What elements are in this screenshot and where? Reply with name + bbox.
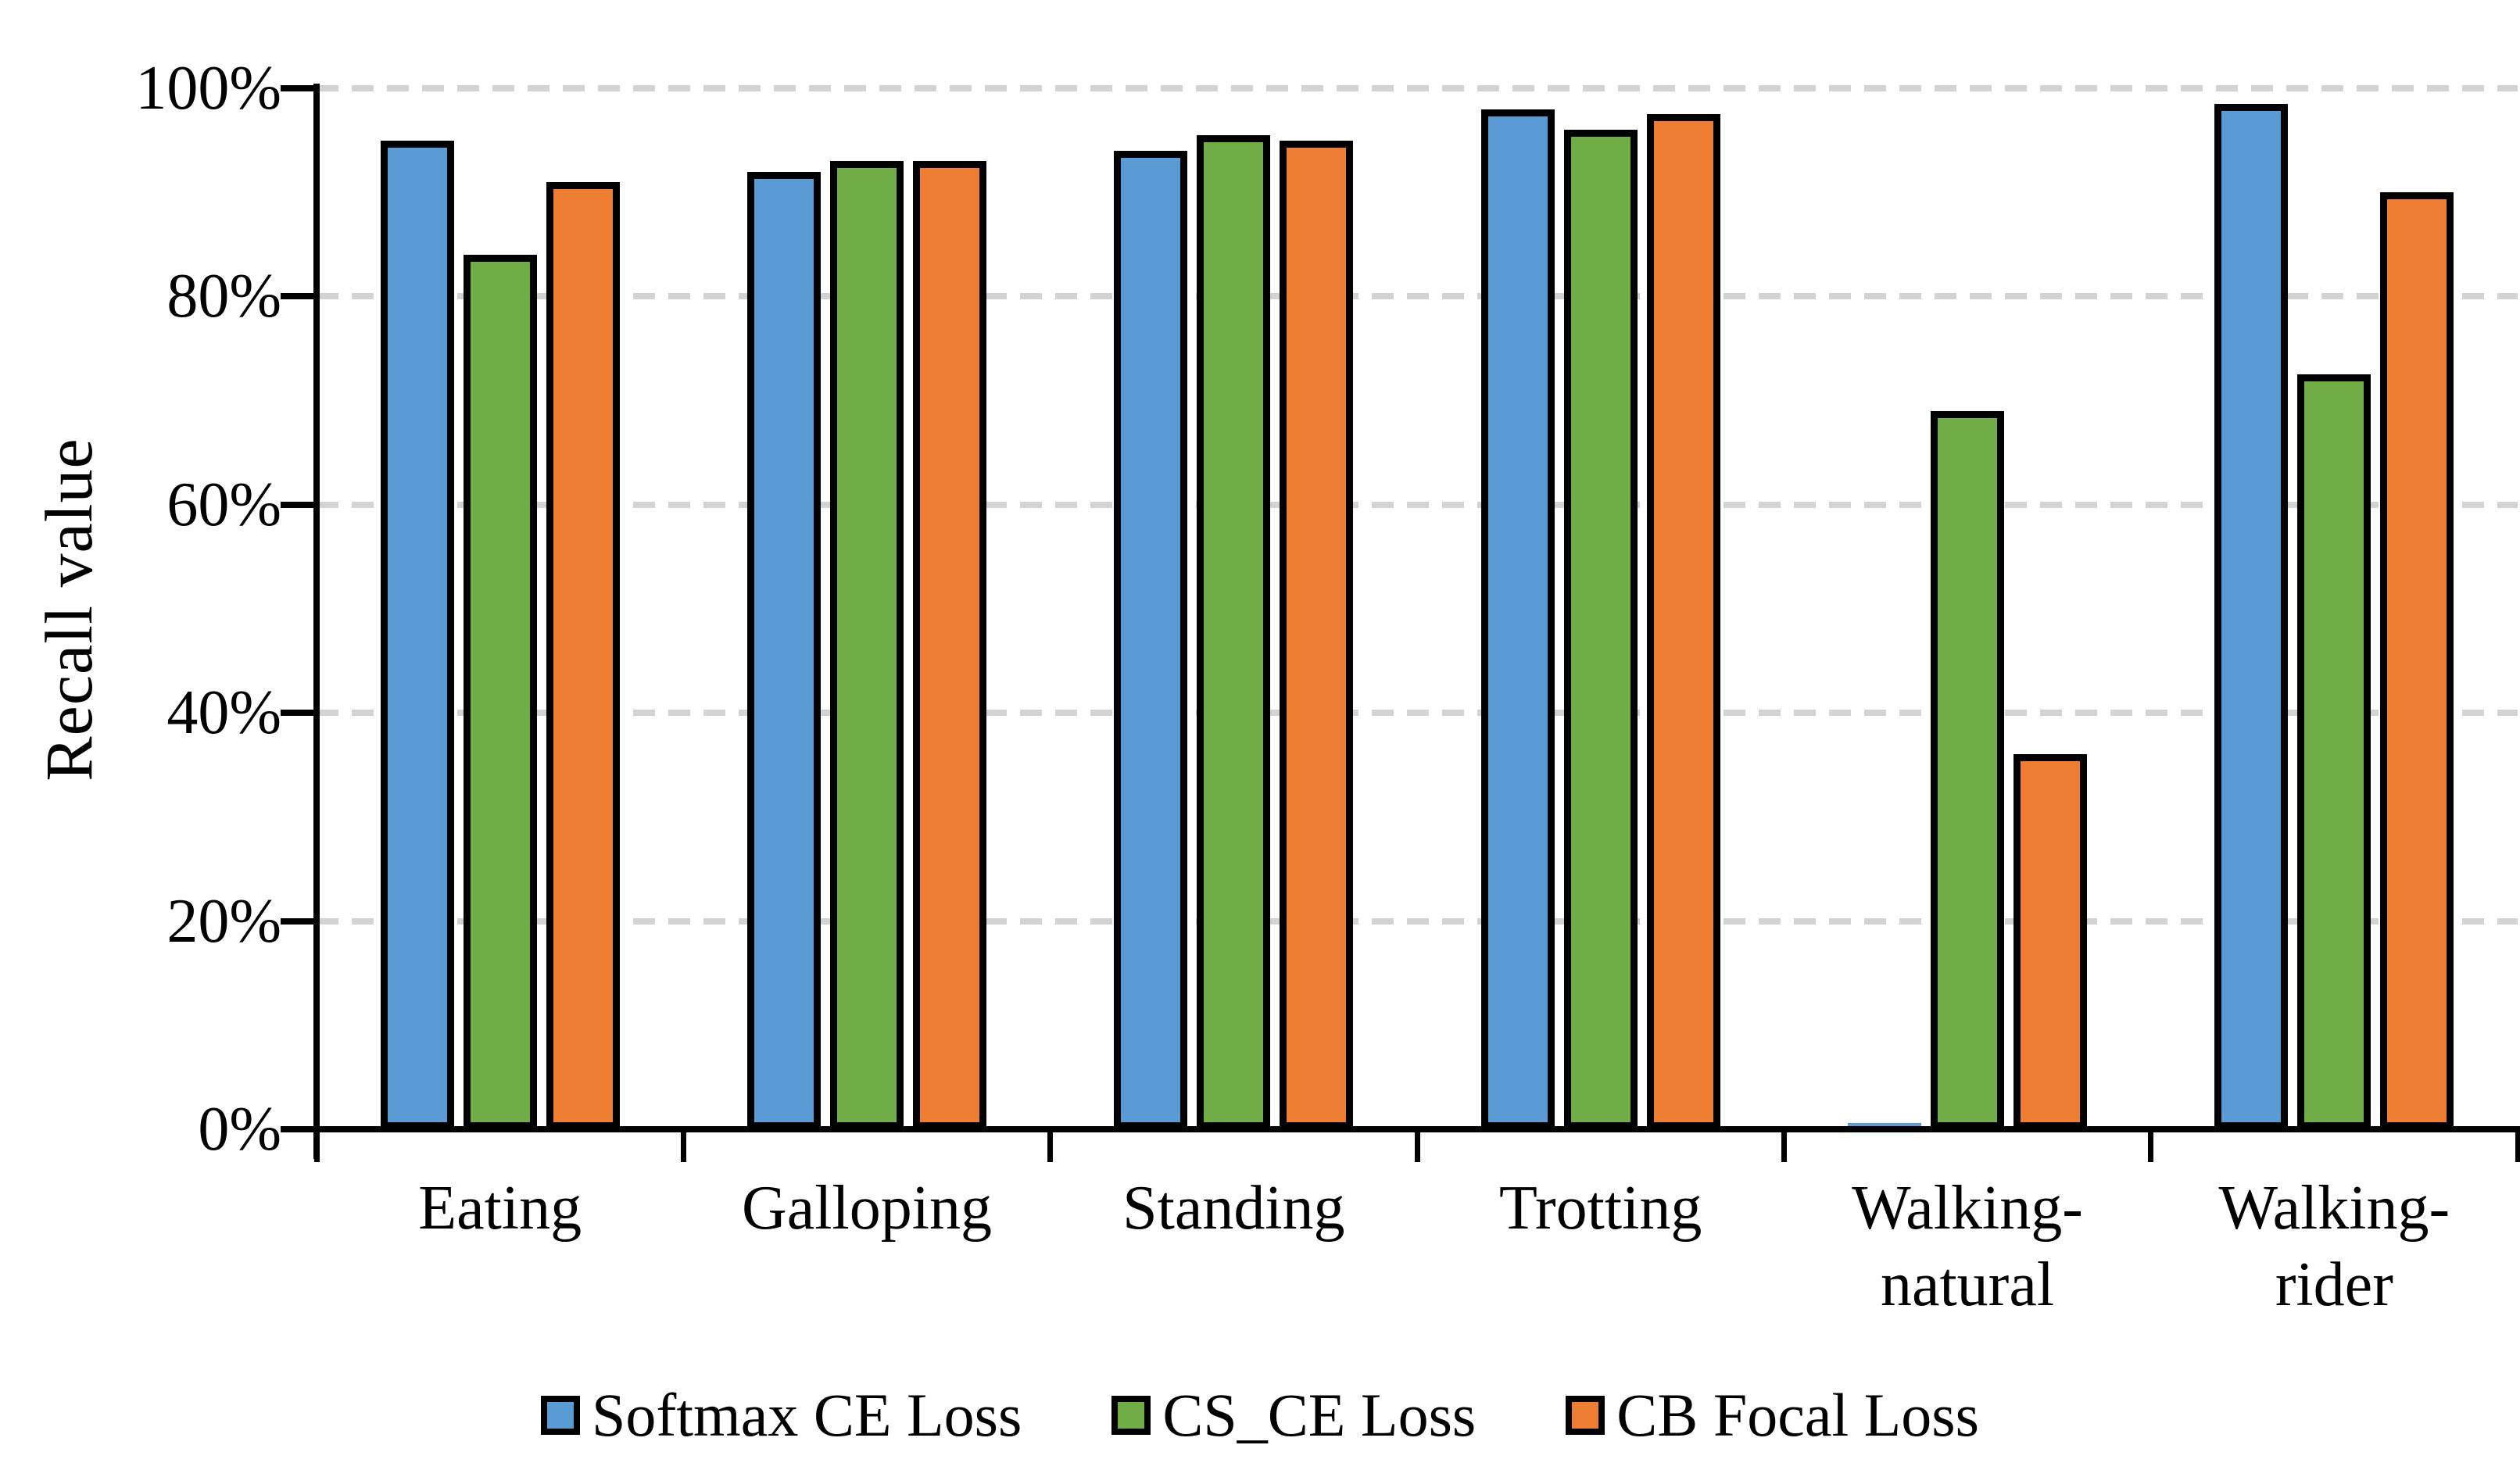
legend: Softmax CE Loss CS_CE Loss CB Focal Loss (0, 1378, 2520, 1453)
bar-series3-cat3 (1280, 141, 1354, 1129)
plot-area (281, 84, 2520, 1162)
gridline-60 (317, 501, 2518, 508)
y-tick-20 (281, 917, 317, 925)
x-tick-2 (1047, 1132, 1054, 1162)
bar-series2-cat4 (1563, 130, 1638, 1129)
y-tick-100 (281, 85, 317, 91)
legend-item-3: CB Focal Loss (1566, 1378, 1979, 1453)
y-tick-60 (281, 501, 317, 508)
bar-series1-cat4 (1480, 109, 1555, 1129)
gridline-20 (317, 917, 2518, 925)
y-tick-label-20: 20% (166, 886, 281, 956)
legend-label: CS_CE Loss (1162, 1381, 1477, 1449)
x-axis-line (310, 1126, 2520, 1132)
category-label-2: Galloping (742, 1174, 992, 1243)
bar-series3-cat1 (546, 182, 620, 1129)
x-tick-4 (1781, 1132, 1787, 1162)
bar-series3-cat2 (912, 161, 986, 1129)
x-tick-3 (1414, 1132, 1420, 1162)
gridline-80 (317, 293, 2518, 300)
bar-group-3 (1051, 88, 1417, 1129)
bar-series2-cat1 (463, 255, 537, 1129)
bar-series2-cat6 (2297, 374, 2371, 1129)
y-tick-0 (281, 1126, 317, 1132)
y-tick-label-100: 100% (135, 54, 281, 123)
legend-swatch-icon (1566, 1396, 1605, 1435)
bar-series2-cat2 (829, 161, 904, 1129)
y-tick-label-80: 80% (166, 262, 281, 331)
legend-label: Softmax CE Loss (592, 1381, 1022, 1449)
gridline-100 (317, 85, 2518, 91)
category-label-4: Trotting (1498, 1174, 1702, 1243)
x-tick-0 (313, 1132, 320, 1162)
bar-series3-cat6 (2380, 192, 2454, 1129)
legend-item-2: CS_CE Loss (1111, 1378, 1476, 1453)
bar-group-4 (1417, 88, 1784, 1129)
bar-group-5 (1784, 88, 2150, 1129)
bar-series3-cat5 (2013, 754, 2087, 1129)
bar-series1-cat2 (746, 172, 821, 1129)
category-label-3: Standing (1122, 1174, 1345, 1243)
bar-series2-cat5 (1930, 411, 2004, 1129)
legend-item-1: Softmax CE Loss (541, 1378, 1022, 1453)
y-tick-label-60: 60% (166, 470, 281, 539)
bar-series1-cat3 (1114, 151, 1188, 1129)
legend-swatch-icon (1111, 1396, 1151, 1435)
bar-group-6 (2151, 88, 2518, 1129)
y-tick-label-40: 40% (166, 678, 281, 748)
y-tick-40 (281, 710, 317, 717)
bar-series1-cat6 (2214, 104, 2289, 1129)
y-axis-line (313, 84, 320, 1159)
x-tick-6 (2515, 1132, 2520, 1162)
bar-series3-cat4 (1646, 114, 1720, 1129)
category-label-5: Walking- natural (1852, 1174, 2083, 1319)
bar-series1-cat1 (380, 141, 454, 1129)
y-tick-label-0: 0% (198, 1095, 281, 1164)
x-tick-1 (680, 1132, 686, 1162)
x-tick-5 (2148, 1132, 2154, 1162)
category-label-1: Eating (418, 1174, 582, 1243)
category-label-6: Walking- rider (2218, 1174, 2450, 1319)
bar-group-1 (317, 88, 683, 1129)
y-tick-80 (281, 293, 317, 300)
bar-group-2 (683, 88, 1050, 1129)
legend-label: CB Focal Loss (1616, 1381, 1979, 1449)
bar-series2-cat3 (1197, 135, 1271, 1129)
legend-swatch-icon (541, 1396, 580, 1435)
gridline-40 (317, 710, 2518, 717)
